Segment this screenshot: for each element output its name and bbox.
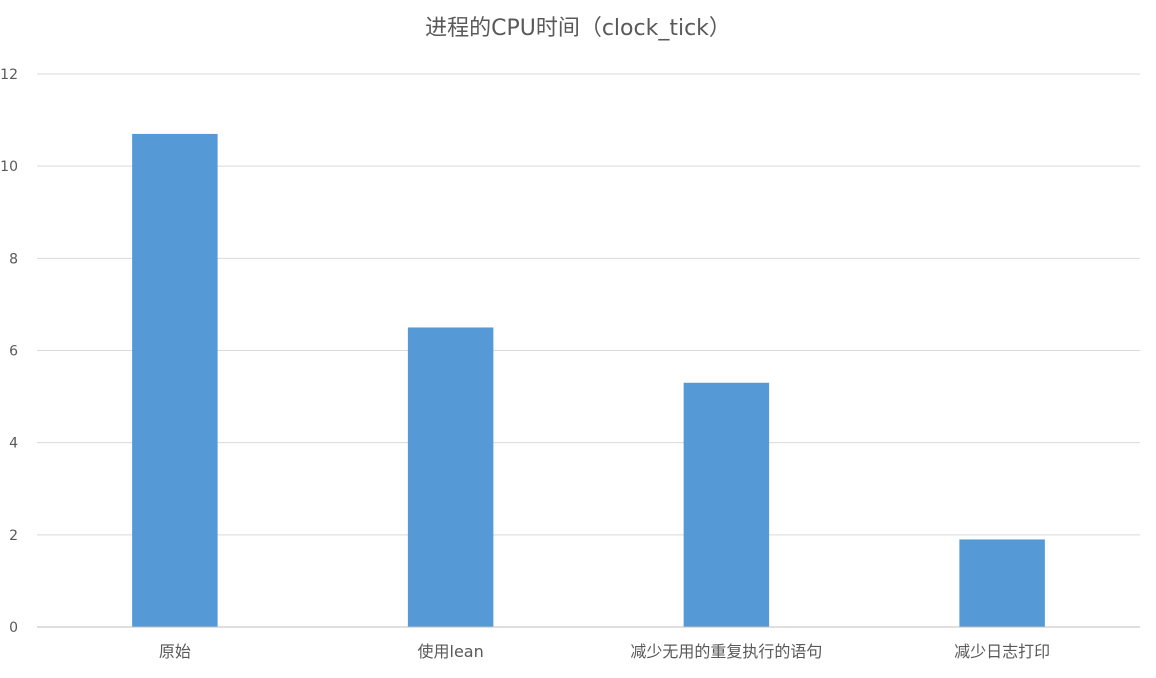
x-tick-label: 原始: [159, 642, 191, 661]
x-tick-label: 减少日志打印: [954, 642, 1050, 661]
bar: [959, 539, 1045, 627]
bar: [407, 327, 494, 627]
y-tick-label: 4: [9, 436, 18, 452]
grid-layer: [37, 73, 1140, 536]
bar: [132, 133, 218, 628]
bar-layer: [132, 133, 1045, 628]
y-tick-label: 6: [9, 344, 18, 360]
y-tick-label: 12: [0, 67, 18, 83]
label-layer: 0 2 4 6 8 10 12 原始 使用lean 减少无用的重复执行的语句 减少日志打印: [0, 67, 1050, 661]
chart-title: 进程的CPU时间（clock_tick）: [425, 16, 731, 41]
y-tick-label: 10: [0, 159, 18, 175]
x-tick-label: 减少无用的重复执行的语句: [630, 642, 822, 661]
bar: [683, 382, 770, 627]
y-tick-label: 0: [9, 620, 18, 636]
y-tick-label: 2: [9, 528, 18, 544]
y-tick-label: 8: [9, 251, 18, 267]
x-tick-label: 使用lean: [418, 642, 484, 661]
